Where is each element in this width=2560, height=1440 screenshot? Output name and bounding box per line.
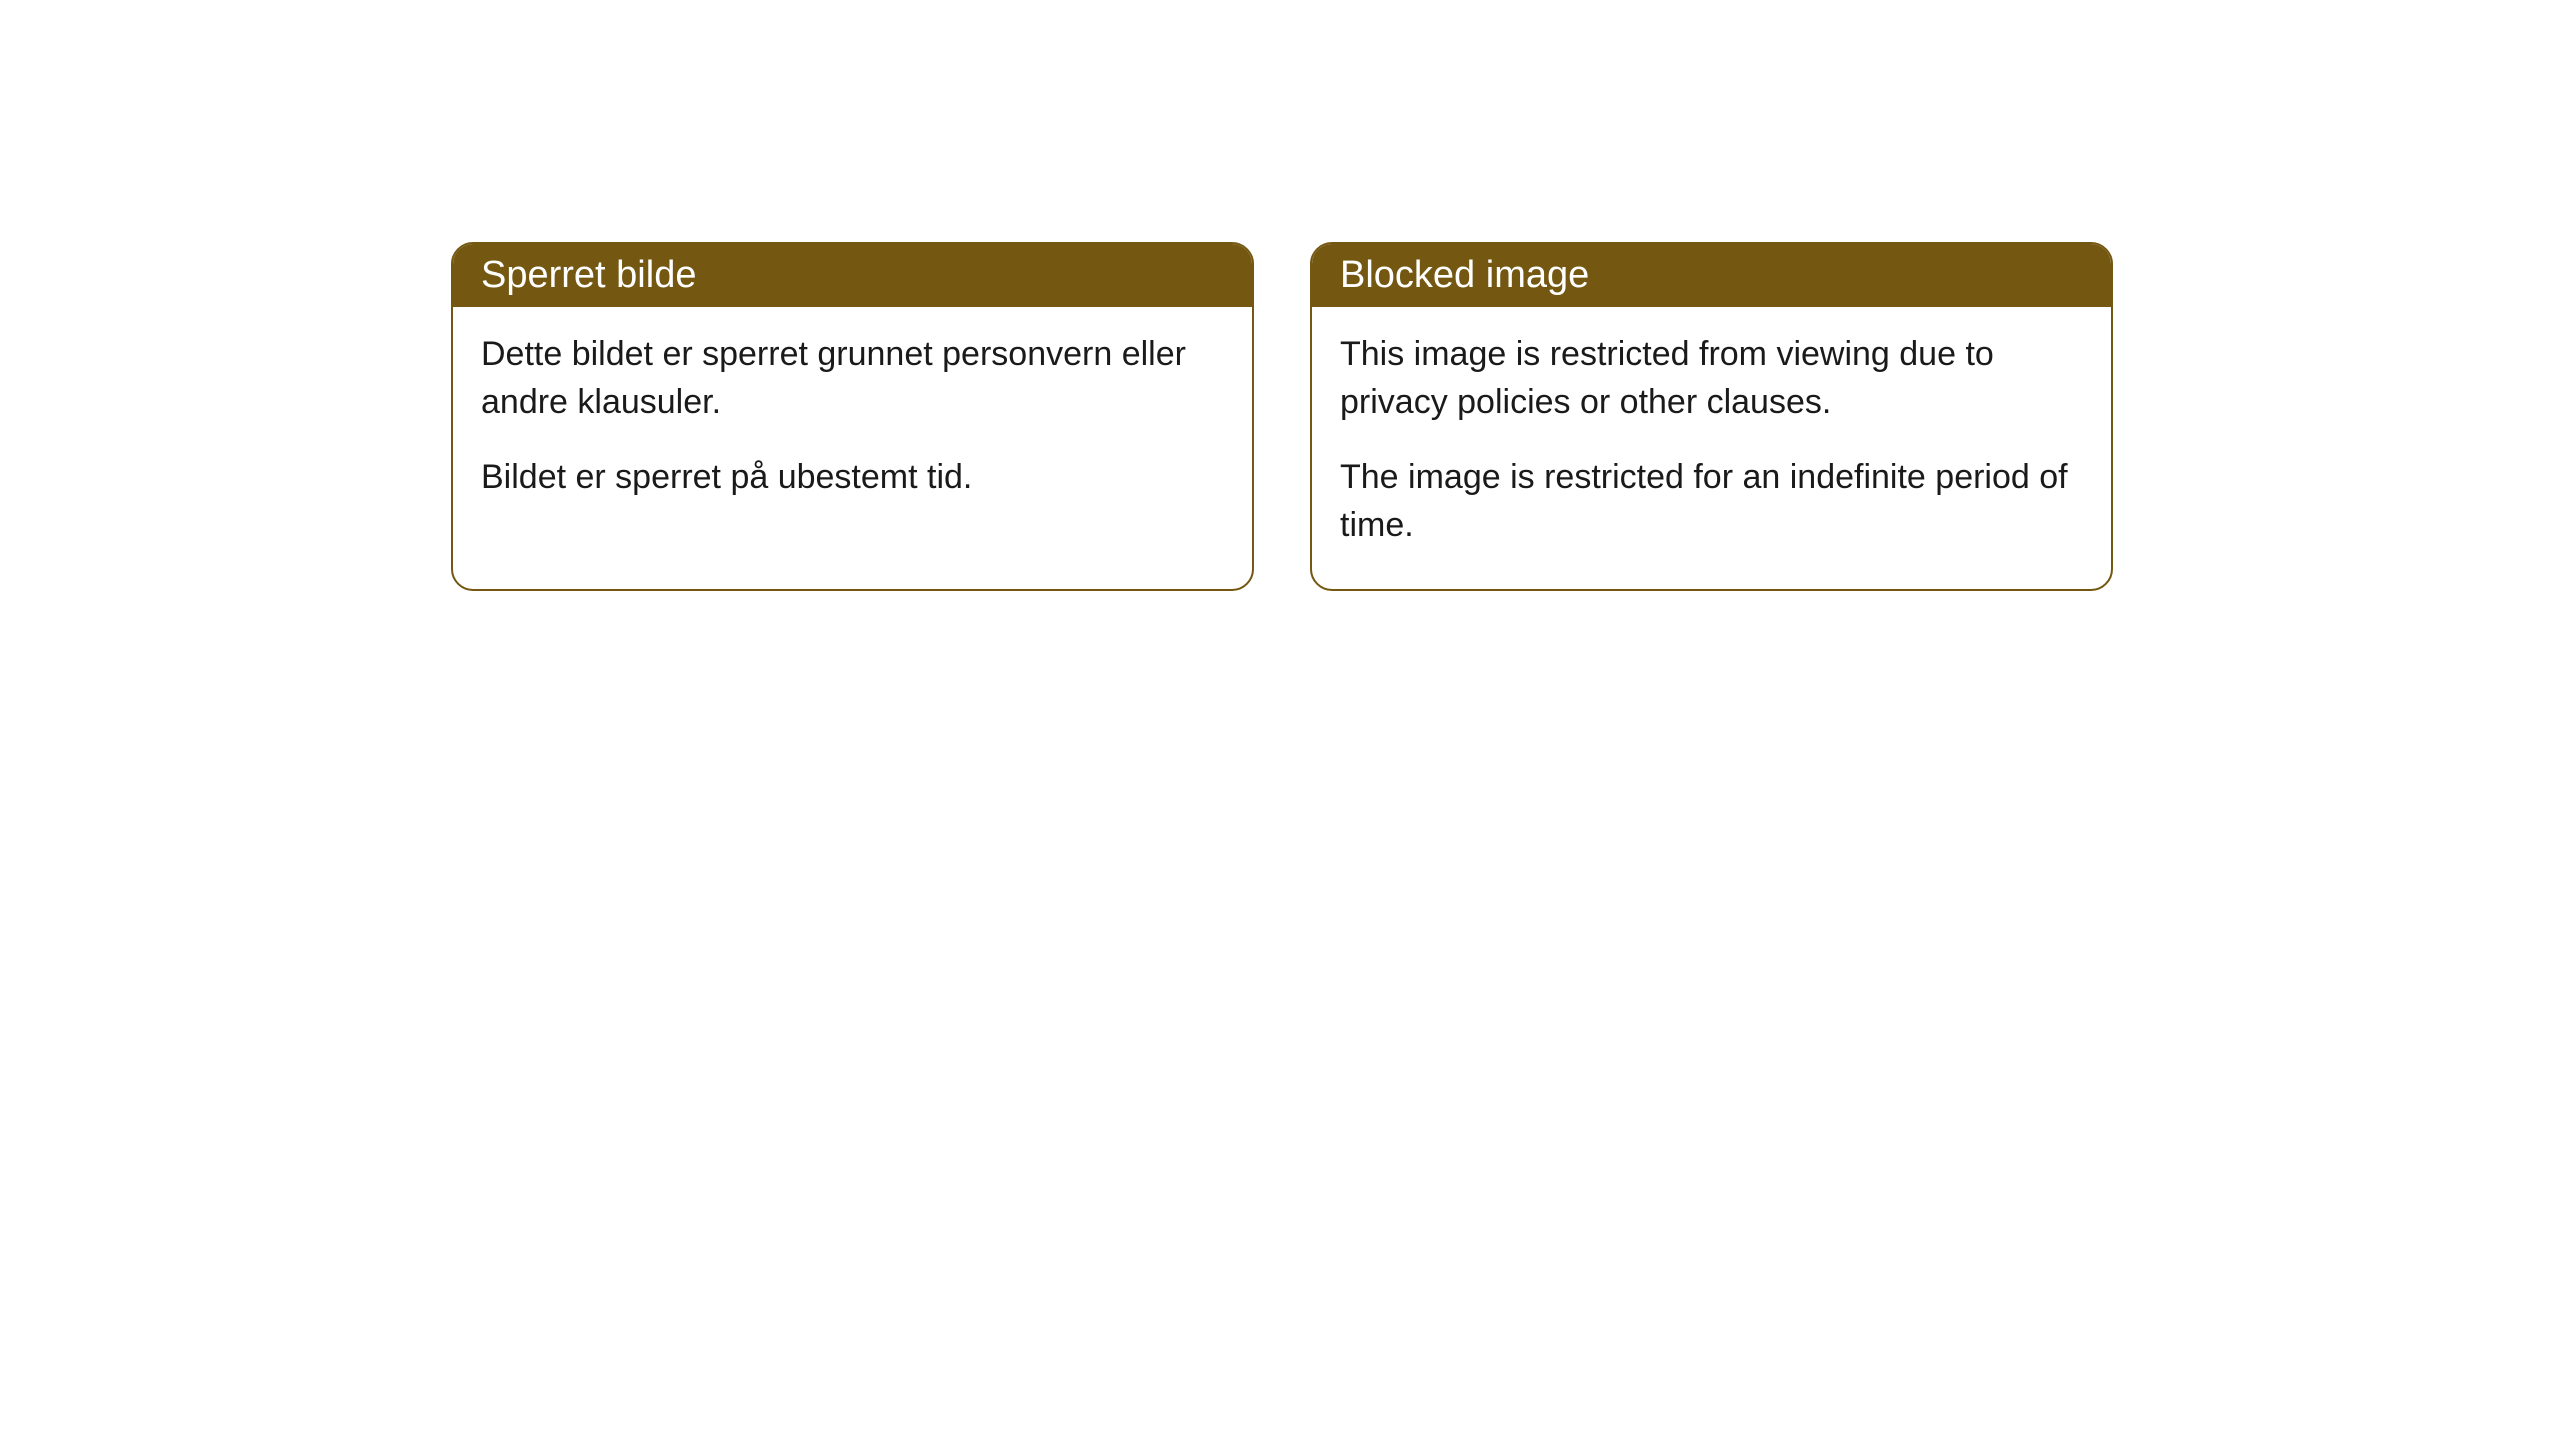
- blocked-image-card-english: Blocked image This image is restricted f…: [1310, 242, 2113, 591]
- cards-container: Sperret bilde Dette bildet er sperret gr…: [451, 242, 2113, 591]
- card-body-norwegian: Dette bildet er sperret grunnet personve…: [453, 307, 1252, 542]
- card-header-english: Blocked image: [1312, 244, 2111, 307]
- card-text-norwegian-2: Bildet er sperret på ubestemt tid.: [481, 454, 1224, 502]
- card-title-norwegian: Sperret bilde: [481, 254, 696, 296]
- card-header-norwegian: Sperret bilde: [453, 244, 1252, 307]
- card-body-english: This image is restricted from viewing du…: [1312, 307, 2111, 589]
- card-text-english-2: The image is restricted for an indefinit…: [1340, 454, 2083, 549]
- blocked-image-card-norwegian: Sperret bilde Dette bildet er sperret gr…: [451, 242, 1254, 591]
- card-text-norwegian-1: Dette bildet er sperret grunnet personve…: [481, 331, 1224, 426]
- card-text-english-1: This image is restricted from viewing du…: [1340, 331, 2083, 426]
- card-title-english: Blocked image: [1340, 254, 1589, 296]
